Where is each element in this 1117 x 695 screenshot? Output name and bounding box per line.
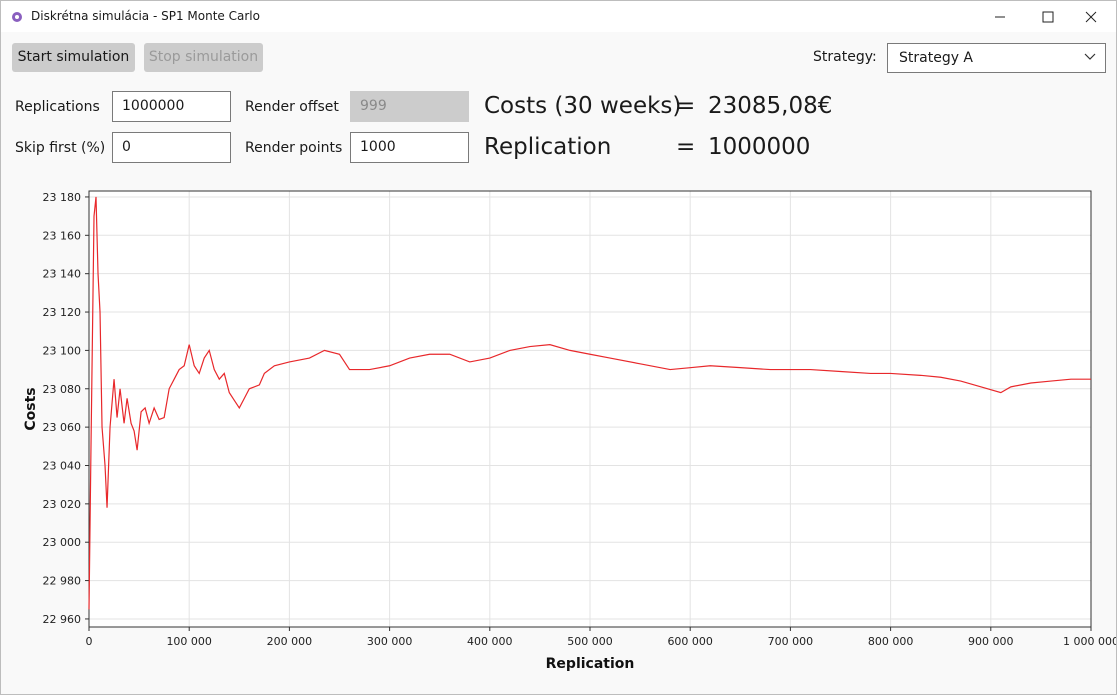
- render-points-input[interactable]: 1000: [350, 132, 469, 163]
- y-tick-label: 23 180: [43, 191, 82, 204]
- y-tick-label: 23 140: [43, 268, 82, 281]
- costs-equals: =: [676, 93, 696, 119]
- y-tick-label: 23 160: [43, 229, 82, 242]
- skip-first-input[interactable]: 0: [112, 132, 231, 163]
- render-offset-label: Render offset: [245, 99, 339, 115]
- replication-value: 1000000: [708, 134, 811, 160]
- start-button[interactable]: Start simulation: [12, 43, 135, 72]
- replication-label: Replication: [484, 134, 612, 160]
- y-tick-label: 23 100: [43, 344, 82, 357]
- costs-label: Costs (30 weeks): [484, 93, 682, 119]
- y-tick-label: 23 000: [43, 536, 82, 549]
- x-tick-label: 800 000: [868, 635, 914, 648]
- costs-value: 23085,08€: [708, 93, 833, 119]
- window-title: Diskrétna simulácia - SP1 Monte Carlo: [31, 9, 260, 23]
- data-line: [88, 196, 1091, 610]
- plot-frame: [88, 190, 1092, 628]
- app-icon: [12, 12, 22, 22]
- x-tick-label: 500 000: [567, 635, 613, 648]
- x-tick-label: 900 000: [968, 635, 1014, 648]
- y-axis-title: Costs: [23, 387, 39, 430]
- x-tick-label: 200 000: [267, 635, 313, 648]
- replication-equals: =: [676, 134, 696, 160]
- x-tick-label: 0: [86, 635, 93, 648]
- y-tick-label: 22 980: [43, 575, 82, 588]
- x-tick-label: 300 000: [367, 635, 413, 648]
- chart: 22 960 22 980 23 000 23 020 23 040 23 060 23 0…: [23, 190, 1116, 672]
- stop-button: Stop simulation: [144, 43, 263, 72]
- y-tick-label: 22 960: [43, 613, 82, 626]
- y-tick-label: 23 040: [43, 459, 82, 472]
- y-tick-label: 23 060: [43, 421, 82, 434]
- title-bar: [1, 1, 1116, 32]
- x-tick-label: 100 000: [166, 635, 212, 648]
- render-offset-input: 999: [350, 91, 469, 122]
- y-tick-label: 23 020: [43, 498, 82, 511]
- y-tick-label: 23 120: [43, 306, 82, 319]
- replications-label: Replications: [15, 99, 100, 115]
- y-tick-label: 23 080: [43, 383, 82, 396]
- strategy-select[interactable]: Strategy A: [887, 43, 1106, 73]
- strategy-label: Strategy:: [813, 49, 877, 65]
- window-controls[interactable]: [991, 9, 1101, 25]
- dropdown-arrow[interactable]: [1083, 51, 1097, 63]
- x-tick-label: 400 000: [467, 635, 513, 648]
- render-points-label: Render points: [245, 140, 343, 156]
- x-tick-label: 600 000: [667, 635, 713, 648]
- replications-input[interactable]: 1000000: [112, 91, 231, 122]
- x-tick-label: 700 000: [768, 635, 814, 648]
- skip-first-label: Skip first (%): [15, 140, 106, 156]
- x-tick-label: 1 000 000: [1063, 635, 1116, 648]
- x-axis-title: Replication: [546, 656, 635, 672]
